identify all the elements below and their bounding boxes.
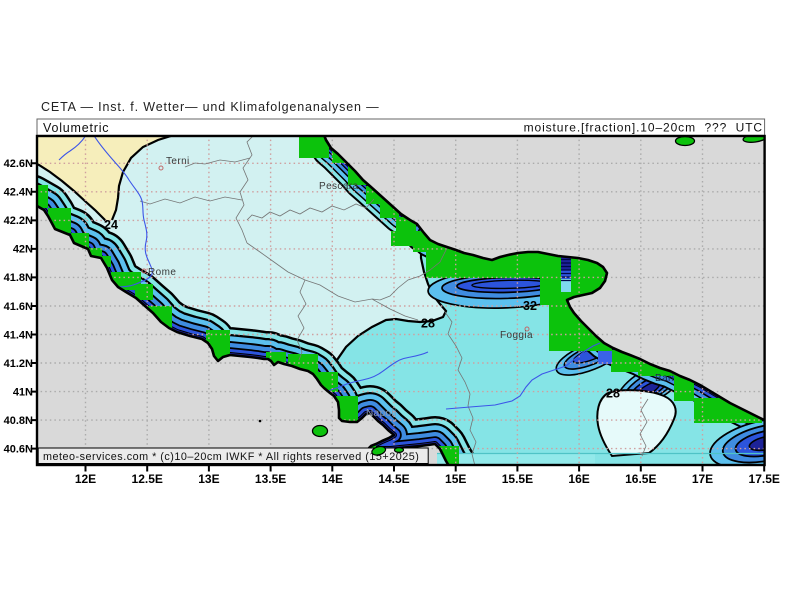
svg-text:17E: 17E <box>692 472 713 486</box>
svg-text:42N: 42N <box>13 244 33 256</box>
svg-text:CETA — Inst. f. Wetter— und Kl: CETA — Inst. f. Wetter— und Klimafolgena… <box>41 100 380 114</box>
svg-text:12.5E: 12.5E <box>132 472 163 486</box>
svg-text:41.2N: 41.2N <box>4 358 33 370</box>
svg-text:41.6N: 41.6N <box>4 301 33 313</box>
svg-text:15.5E: 15.5E <box>502 472 533 486</box>
svg-text:14.5E: 14.5E <box>378 472 409 486</box>
svg-text:32: 32 <box>523 299 537 313</box>
svg-text:24: 24 <box>104 218 118 232</box>
svg-text:Bari: Bari <box>655 373 674 384</box>
svg-text:41.4N: 41.4N <box>4 329 33 341</box>
svg-text:Rome: Rome <box>148 267 176 278</box>
svg-text:12E: 12E <box>75 472 96 486</box>
svg-text:13.5E: 13.5E <box>255 472 286 486</box>
svg-text:14E: 14E <box>322 472 343 486</box>
svg-text:42.4N: 42.4N <box>4 187 33 199</box>
svg-text:Napoli: Napoli <box>366 408 397 419</box>
svg-text:28: 28 <box>606 387 620 401</box>
svg-text:28: 28 <box>421 317 435 331</box>
svg-text:13E: 13E <box>198 472 219 486</box>
svg-text:40.8N: 40.8N <box>4 415 33 427</box>
svg-text:16E: 16E <box>568 472 589 486</box>
svg-text:41.8N: 41.8N <box>4 272 33 284</box>
svg-text:Terni: Terni <box>166 156 190 167</box>
svg-text:Foggia: Foggia <box>500 330 533 341</box>
svg-text:42.6N: 42.6N <box>4 158 33 170</box>
svg-text:40.6N: 40.6N <box>4 443 33 455</box>
svg-text:Pescara: Pescara <box>319 181 359 192</box>
svg-text:15E: 15E <box>445 472 466 486</box>
svg-text:Volumetric: Volumetric <box>43 121 109 135</box>
svg-text:42.2N: 42.2N <box>4 215 33 227</box>
svg-text:17.5E: 17.5E <box>749 472 780 486</box>
svg-text:41N: 41N <box>13 386 33 398</box>
svg-text:16.5E: 16.5E <box>625 472 656 486</box>
svg-text:meteo-services.com * (c)10–20c: meteo-services.com * (c)10–20cm IWKF * A… <box>43 451 419 463</box>
svg-text:moisture.[fraction].10–20cm ?: moisture.[fraction].10–20cm ??? UTC <box>524 121 763 135</box>
